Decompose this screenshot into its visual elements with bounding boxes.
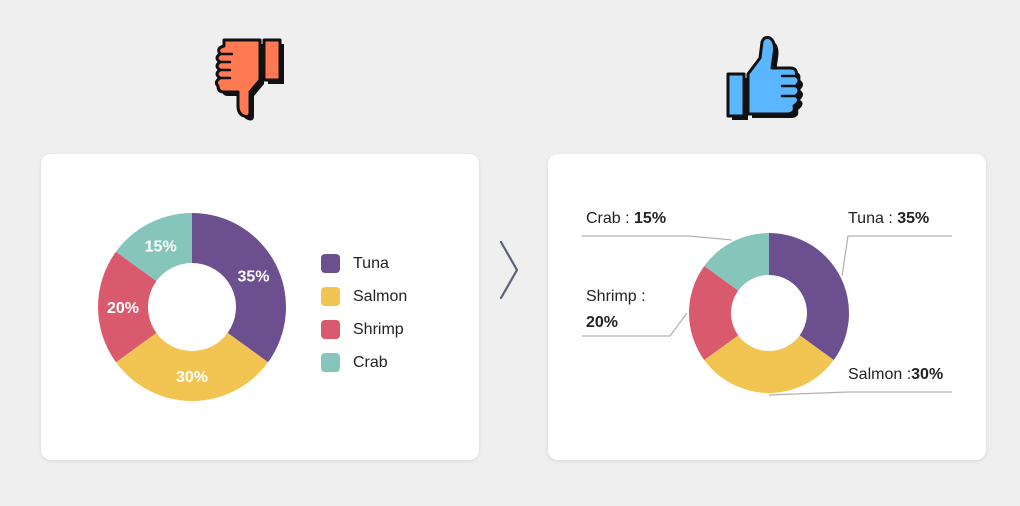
donut-slice-salmon <box>704 335 834 393</box>
annotation-name: Crab : <box>586 210 630 227</box>
legend-swatch-tuna <box>321 254 340 273</box>
annotation-crab: Crab : 15% <box>586 210 666 228</box>
donut-slice-salmon <box>115 332 269 401</box>
donut-slice-shrimp <box>98 251 157 363</box>
legend-item: Crab <box>321 346 407 379</box>
annotation-name: Tuna : <box>848 210 893 227</box>
donut-slice-crab <box>115 213 192 282</box>
legend-swatch-salmon <box>321 287 340 306</box>
leader-line-shrimp <box>582 312 688 337</box>
annotation-value: 20% <box>586 314 619 331</box>
data-label: 35% <box>237 269 269 286</box>
legend-item: Shrimp <box>321 313 407 346</box>
left-donut-chart: 35% 30% 20% 15% <box>98 213 286 401</box>
donut-slice-tuna <box>192 213 286 363</box>
good-example-card: Tuna : 35% Salmon :30% Shrimp : 20% Crab… <box>548 154 986 460</box>
legend-item: Tuna <box>321 247 407 280</box>
annotation-tuna: Tuna : 35% <box>848 210 929 228</box>
bad-example-card: 35% 30% 20% 15% Tuna Salmon Shrimp Crab <box>41 154 479 460</box>
legend-swatch-shrimp <box>321 320 340 339</box>
legend-label: Salmon <box>353 287 408 305</box>
legend-label: Shrimp <box>353 320 404 338</box>
data-label: 20% <box>107 300 139 317</box>
legend-item: Salmon <box>321 280 407 313</box>
thumbs-down-icon <box>214 38 284 121</box>
donut-slice-crab <box>704 233 769 291</box>
leader-line-crab <box>582 235 732 241</box>
annotation-salmon: Salmon :30% <box>848 366 943 384</box>
annotation-value: 15% <box>634 210 667 227</box>
annotation-shrimp: Shrimp : 20% <box>586 284 646 336</box>
legend-label: Tuna <box>353 254 389 272</box>
annotation-name: Salmon : <box>848 366 912 383</box>
donut-slice-tuna <box>769 233 849 361</box>
data-label: 15% <box>145 239 177 256</box>
right-donut-chart <box>582 233 952 396</box>
annotation-value: 30% <box>911 366 944 383</box>
legend-label: Crab <box>353 353 388 371</box>
chevron-right-icon <box>499 240 519 300</box>
legend-swatch-crab <box>321 353 340 372</box>
thumbs-up-icon <box>726 36 803 120</box>
annotation-value: 35% <box>897 210 930 227</box>
leader-line-salmon <box>768 391 952 396</box>
annotation-name: Shrimp : <box>586 288 646 305</box>
leader-line-tuna <box>841 235 952 276</box>
legend: Tuna Salmon Shrimp Crab <box>321 247 407 379</box>
data-label: 30% <box>176 369 208 386</box>
donut-slice-shrimp <box>689 265 739 361</box>
